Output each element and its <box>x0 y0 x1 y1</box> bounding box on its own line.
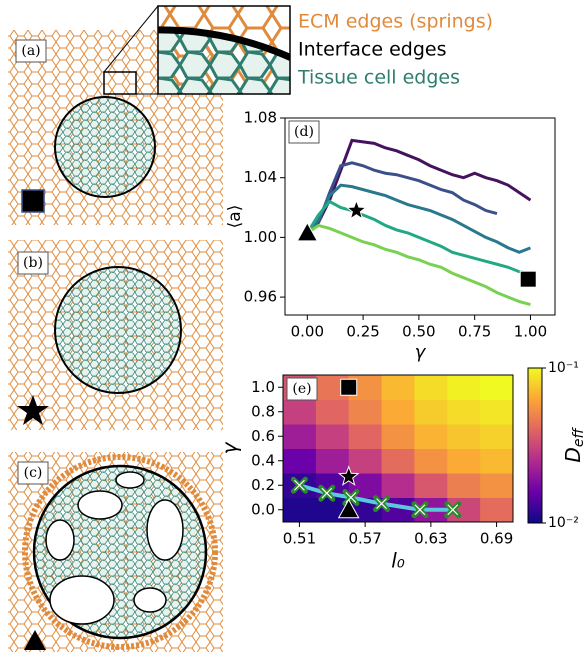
heatmap-cell <box>414 449 447 474</box>
y-tick-label: 0.0 <box>251 500 275 518</box>
void <box>134 588 166 612</box>
legend-label: Tissue cell edges <box>297 67 460 89</box>
y-tick-label: 1.00 <box>244 228 277 246</box>
x-tick-label: 0.25 <box>346 323 379 341</box>
panel-label: (b) <box>23 255 43 271</box>
heatmap-cell <box>349 424 382 449</box>
y-tick-label: 1.0 <box>251 378 275 396</box>
heatmap-cell <box>382 473 415 498</box>
plot-frame <box>285 118 555 315</box>
heatmap-cell <box>480 424 513 449</box>
square-marker <box>520 271 536 287</box>
heatmap-cell <box>447 449 480 474</box>
panel-label: (e) <box>292 381 311 397</box>
heatmap-cell <box>349 449 382 474</box>
void <box>147 500 183 560</box>
heatmap-cell <box>447 400 480 425</box>
heatmap-cell <box>283 424 316 449</box>
legend-label: ECM edges (springs) <box>298 11 493 33</box>
colorbar-label: Deff <box>561 427 585 463</box>
tissue <box>55 97 155 197</box>
heatmap-cell <box>283 449 316 474</box>
void <box>50 576 114 624</box>
y-tick-label: 0.96 <box>244 288 277 306</box>
heatmap-cell <box>480 400 513 425</box>
y-tick-label: 0.2 <box>251 476 275 494</box>
x-tick-label: 0.50 <box>402 323 435 341</box>
heatmap-cell <box>414 400 447 425</box>
x-axis-label: l₀ <box>391 549 405 573</box>
heatmap-cell <box>382 424 415 449</box>
square-marker <box>341 379 357 395</box>
tissue <box>55 267 181 393</box>
y-tick-label: 0.4 <box>251 451 275 469</box>
heatmap-cell <box>414 473 447 498</box>
heatmap-cell <box>480 498 513 523</box>
heatmap-cell <box>447 473 480 498</box>
heatmap-cell <box>480 375 513 400</box>
series-line <box>307 185 530 252</box>
x-tick-label: 0.57 <box>348 530 381 548</box>
series-line <box>307 163 497 233</box>
legend-label: Interface edges <box>298 39 447 61</box>
void <box>116 472 144 488</box>
square-marker <box>22 190 44 212</box>
colorbar-tick-label: 10⁻¹ <box>548 360 579 376</box>
y-axis-label: ⟨a⟩ <box>225 205 245 229</box>
colorbar-label-sub: eff <box>571 427 585 448</box>
colorbar-label-main: D <box>561 447 585 462</box>
heatmap-cell <box>382 400 415 425</box>
heatmap-cell <box>414 424 447 449</box>
heatmap-cell <box>316 449 349 474</box>
heatmap-cell <box>414 375 447 400</box>
inset <box>150 6 300 100</box>
x-tick-label: 0.69 <box>480 530 513 548</box>
heatmap-cell <box>382 375 415 400</box>
page: (a) (b) (c) ECM edges (springs) Interface… <box>0 0 585 662</box>
heatmap-cell <box>447 375 480 400</box>
heatmap-cell <box>382 449 415 474</box>
x-tick-label: 0.51 <box>283 530 316 548</box>
heatmap-cell <box>349 400 382 425</box>
y-tick-label: 1.08 <box>244 109 277 127</box>
heatmap-cell <box>316 424 349 449</box>
heatmap-cell <box>283 498 316 523</box>
y-tick-label: 1.04 <box>244 168 277 186</box>
void <box>78 491 122 519</box>
x-axis-label: γ <box>415 342 427 363</box>
y-tick-label: 0.8 <box>251 402 275 420</box>
heatmap-cell <box>480 449 513 474</box>
void <box>46 520 74 560</box>
y-tick-label: 0.6 <box>251 427 275 445</box>
colorbar-tick-label: 10⁻² <box>548 515 579 531</box>
colorbar <box>528 368 542 523</box>
panel-label: (c) <box>24 465 43 481</box>
heatmap-cell <box>316 400 349 425</box>
x-tick-label: 1.00 <box>514 323 547 341</box>
x-tick-label: 0.75 <box>458 323 491 341</box>
x-tick-label: 0.00 <box>291 323 324 341</box>
panel-label: (a) <box>21 43 40 59</box>
y-axis-label: γ <box>218 441 242 454</box>
x-tick-label: 0.63 <box>414 530 447 548</box>
figure: (a) (b) (c) ECM edges (springs) Interface… <box>0 0 585 662</box>
heatmap-cell <box>447 424 480 449</box>
heatmap-cell <box>283 400 316 425</box>
panel-label: (d) <box>294 124 314 140</box>
heatmap-cell <box>480 473 513 498</box>
